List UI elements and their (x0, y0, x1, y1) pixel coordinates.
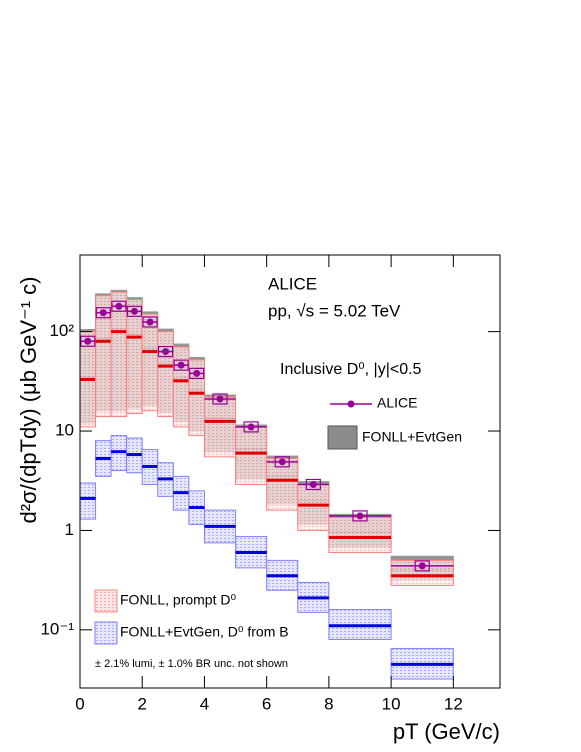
legend-label: FONLL+EvtGen (362, 429, 462, 445)
band (203, 396, 237, 458)
x-tick-label: 6 (262, 694, 271, 713)
x-tick-label: 0 (75, 694, 84, 713)
x-tick-label: 10 (382, 694, 401, 713)
band (266, 457, 299, 511)
legend-label: FONLL+EvtGen, D⁰ from B (120, 624, 289, 640)
y-tick-label: 10² (49, 321, 74, 340)
band (141, 313, 159, 412)
data-point (130, 307, 138, 315)
frame (79, 254, 501, 689)
x-tick-label: 2 (137, 694, 146, 713)
plot-area (79, 289, 454, 680)
data-point (177, 361, 185, 369)
y-tick-label: 1 (65, 520, 74, 539)
band (297, 483, 330, 531)
data-point (216, 395, 224, 403)
note: ± 2.1% lumi, ± 1.0% BR unc. not shown (95, 658, 288, 670)
y-tick-label: 10 (55, 421, 74, 440)
y-tick-label: 10⁻¹ (40, 619, 74, 638)
annotation: pp, √s = 5.02 TeV (268, 301, 401, 320)
legend-icon (347, 400, 355, 408)
band (172, 346, 190, 428)
x-tick-label: 12 (444, 694, 463, 713)
legend-icon (94, 589, 118, 613)
data-point (162, 348, 170, 356)
legend-icon (327, 425, 358, 450)
data-point (84, 337, 92, 345)
band (328, 516, 392, 553)
legend-label: FONLL, prompt D⁰ (120, 592, 236, 608)
x-tick-label: 8 (324, 694, 333, 713)
legend-icon (94, 621, 118, 645)
legend-label: ALICE (377, 395, 417, 411)
data-point (99, 309, 107, 317)
annotation: Inclusive D⁰, |y|<0.5 (280, 361, 422, 378)
annotation: ALICE (268, 274, 317, 293)
band (79, 482, 97, 520)
y-axis-label: d²σ/(dpTdy) (μb GeV⁻¹ c) (16, 277, 41, 524)
data-point (356, 512, 364, 520)
band (157, 331, 174, 418)
data-point (115, 302, 123, 310)
data-point (418, 562, 426, 570)
data-point (247, 423, 255, 431)
x-tick-label: 4 (200, 694, 209, 713)
band (235, 426, 268, 485)
data-point (278, 458, 286, 466)
data-point (146, 318, 154, 326)
data-point (309, 480, 317, 488)
x-axis-label: pT (GeV/c) (393, 719, 500, 744)
data-point (193, 369, 201, 377)
